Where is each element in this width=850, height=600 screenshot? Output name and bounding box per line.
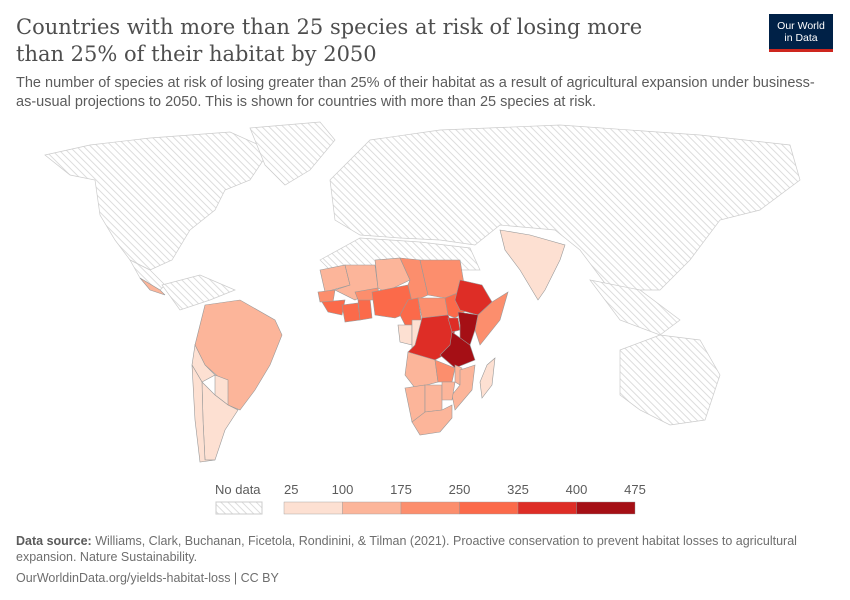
country-central-african-republic[interactable] [417,297,449,319]
central-america [129,259,166,291]
logo-text: Our World [777,19,825,32]
legend-bin[interactable] [517,501,577,515]
southeast-asia [589,279,681,336]
logo-text: in Data [784,31,818,44]
source-label: Data source: [16,534,92,548]
footer-url[interactable]: OurWorldinData.org/yields-habitat-loss |… [16,571,279,585]
country-shapes [139,229,566,463]
legend-tick-label: 25 [284,482,298,497]
country-senegal[interactable] [317,289,336,303]
country-botswana[interactable] [424,384,443,413]
source-text: Williams, Clark, Buchanan, Ficetola, Ron… [16,534,797,564]
chart-title: Countries with more than 25 species at r… [16,15,643,66]
country-gabon[interactable] [397,324,413,346]
greenland [249,121,336,186]
country-ghana[interactable] [357,297,373,321]
country-india[interactable] [499,229,566,301]
legend-bin[interactable] [400,501,460,515]
legend-no-data-swatch [215,501,263,515]
world-map[interactable] [0,120,850,480]
country-niger[interactable] [374,257,411,293]
data-source: Data source: Williams, Clark, Buchanan, … [16,533,826,565]
legend-tick-label: 100 [332,482,354,497]
legend-bin[interactable] [459,501,519,515]
legend-svg: No data 25 100 175 250 325 400 475 [215,482,646,515]
australia [619,334,721,426]
country-madagascar[interactable] [479,357,496,399]
legend-bin[interactable] [576,501,636,515]
legend-tick-label: 400 [566,482,588,497]
country-guinea[interactable] [321,299,346,316]
owid-logo[interactable]: Our World in Data [769,14,833,52]
country-ivory-coast[interactable] [341,302,361,323]
eurasia [329,124,801,291]
legend-bin[interactable] [342,501,402,515]
legend-tick-label: 250 [449,482,471,497]
country-zimbabwe[interactable] [441,381,456,401]
country-chile[interactable] [191,364,216,463]
north-america [44,131,271,271]
legend-tick-label: 175 [390,482,412,497]
country-panama[interactable] [139,277,166,296]
country-bolivia[interactable] [191,344,216,383]
legend-tick-label: 325 [507,482,529,497]
legend: No data 25 100 175 250 325 400 475 [0,480,850,525]
country-mozambique[interactable] [451,364,476,411]
legend-bin[interactable] [283,501,343,515]
south-america-north [161,274,236,311]
legend-tick-label: 475 [624,482,646,497]
country-south-africa[interactable] [411,404,453,436]
chart-subtitle: The number of species at risk of losing … [16,75,815,110]
legend-no-data-label: No data [215,482,261,497]
